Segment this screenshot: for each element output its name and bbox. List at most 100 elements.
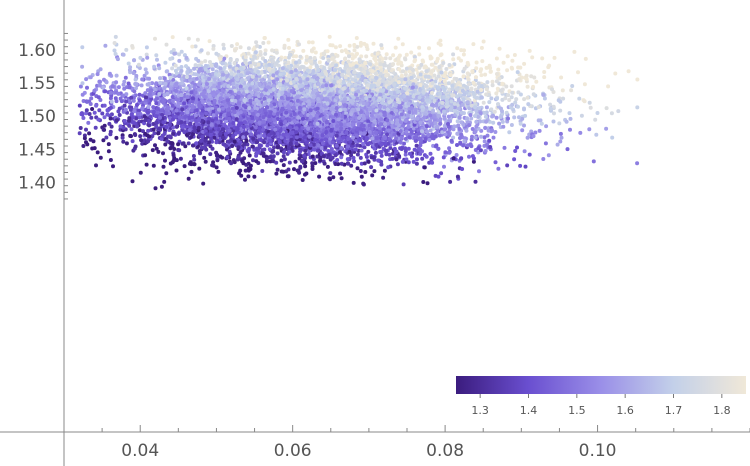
data-point <box>469 137 474 142</box>
data-point <box>229 161 234 166</box>
data-point <box>199 60 204 65</box>
data-point <box>103 43 108 48</box>
data-point <box>572 49 577 54</box>
data-point <box>139 83 144 88</box>
data-point <box>159 184 164 189</box>
data-point <box>338 44 343 49</box>
data-point <box>372 169 377 174</box>
data-point <box>430 160 435 165</box>
data-point <box>247 153 252 158</box>
data-point <box>560 88 565 93</box>
data-point <box>182 164 187 169</box>
data-point <box>517 115 521 120</box>
data-point <box>557 121 562 126</box>
data-point <box>361 181 366 186</box>
data-point <box>475 89 480 94</box>
data-point <box>347 43 352 48</box>
data-point <box>91 139 96 144</box>
data-point <box>516 104 520 109</box>
data-point <box>369 165 374 170</box>
data-point <box>124 92 129 97</box>
data-point <box>455 174 460 179</box>
data-point <box>470 134 474 139</box>
data-point <box>414 161 419 166</box>
data-point <box>267 147 272 152</box>
data-point <box>479 73 484 78</box>
data-point <box>163 158 167 163</box>
data-point <box>339 161 344 166</box>
data-point <box>292 167 296 172</box>
data-point <box>559 135 564 140</box>
data-point <box>493 160 498 165</box>
data-point <box>473 129 478 134</box>
data-point <box>354 61 359 66</box>
data-point <box>87 112 92 116</box>
data-point <box>144 45 149 50</box>
data-point <box>129 134 133 139</box>
data-point <box>123 75 128 80</box>
data-point <box>186 141 191 146</box>
data-point <box>411 159 416 164</box>
data-point <box>500 119 505 124</box>
data-point <box>568 127 572 132</box>
data-point <box>349 153 354 158</box>
data-point <box>522 97 527 102</box>
data-point <box>84 108 89 113</box>
data-point <box>145 55 150 60</box>
data-point <box>168 146 173 151</box>
data-point <box>137 128 142 133</box>
data-point <box>132 89 137 94</box>
data-points-layer <box>77 34 640 191</box>
data-point <box>313 161 318 166</box>
data-point <box>359 161 364 166</box>
data-point <box>388 146 393 150</box>
data-point <box>172 147 177 151</box>
data-point <box>522 106 526 111</box>
data-point <box>470 127 475 131</box>
data-point <box>146 128 151 133</box>
data-point <box>502 145 507 150</box>
data-point <box>542 75 547 80</box>
data-point <box>192 66 197 71</box>
data-point <box>246 46 251 51</box>
data-point <box>121 139 126 144</box>
data-point <box>379 46 384 51</box>
data-point <box>203 159 208 164</box>
data-point <box>100 111 105 116</box>
data-point <box>483 72 488 77</box>
data-point <box>272 145 276 150</box>
data-point <box>512 157 517 162</box>
data-point <box>400 42 405 47</box>
data-point <box>186 176 191 181</box>
data-point <box>403 72 408 77</box>
data-point <box>203 59 208 64</box>
data-point <box>567 111 572 116</box>
data-point <box>406 146 411 151</box>
data-point <box>192 157 197 162</box>
data-point <box>492 109 497 114</box>
data-point <box>447 133 452 138</box>
data-point <box>490 128 494 133</box>
data-point <box>486 128 491 133</box>
data-point <box>558 139 563 144</box>
data-point <box>331 175 336 180</box>
data-point <box>339 49 344 54</box>
data-point <box>249 132 254 137</box>
data-point <box>78 84 83 89</box>
data-point <box>359 174 364 179</box>
data-point <box>163 142 168 147</box>
data-point <box>373 150 378 155</box>
data-point <box>191 143 196 148</box>
data-point <box>297 60 302 65</box>
data-point <box>471 159 476 164</box>
data-point <box>509 123 514 127</box>
data-point <box>381 175 386 180</box>
data-point <box>208 60 212 64</box>
data-point <box>300 139 305 144</box>
data-point <box>93 125 98 130</box>
data-point <box>164 42 169 47</box>
data-point <box>113 34 118 39</box>
data-point <box>144 162 149 167</box>
data-point <box>218 131 223 136</box>
data-point <box>520 116 525 121</box>
